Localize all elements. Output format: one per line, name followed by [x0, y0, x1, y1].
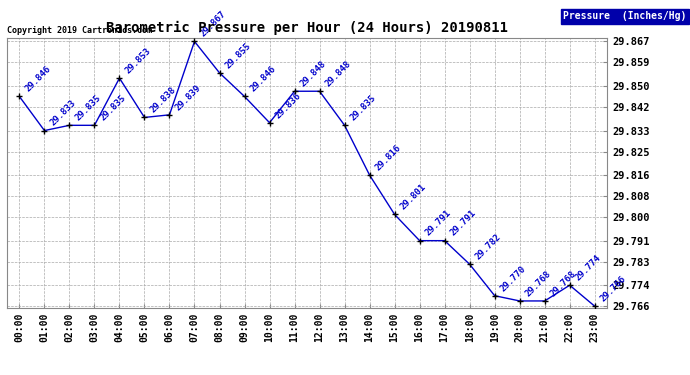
Text: 29.853: 29.853 — [124, 46, 152, 75]
Text: 29.774: 29.774 — [574, 253, 603, 282]
Text: 29.839: 29.839 — [174, 83, 203, 112]
Text: 29.836: 29.836 — [274, 91, 303, 120]
Text: 29.835: 29.835 — [99, 93, 128, 123]
Text: 29.838: 29.838 — [148, 86, 178, 115]
Text: Copyright 2019 Cartronics.com: Copyright 2019 Cartronics.com — [7, 26, 152, 35]
Text: 29.768: 29.768 — [549, 269, 578, 298]
Text: 29.833: 29.833 — [48, 99, 78, 128]
Text: 29.855: 29.855 — [224, 41, 253, 70]
Text: 29.867: 29.867 — [199, 9, 228, 39]
Text: 29.848: 29.848 — [299, 59, 328, 88]
Text: 29.801: 29.801 — [399, 183, 428, 212]
Text: 29.846: 29.846 — [23, 64, 52, 94]
Text: 29.848: 29.848 — [324, 59, 353, 88]
Text: Pressure  (Inches/Hg): Pressure (Inches/Hg) — [563, 11, 687, 21]
Text: 29.782: 29.782 — [474, 232, 503, 261]
Text: 29.835: 29.835 — [74, 93, 103, 123]
Text: 29.816: 29.816 — [374, 143, 403, 172]
Title: Barometric Pressure per Hour (24 Hours) 20190811: Barometric Pressure per Hour (24 Hours) … — [106, 21, 508, 35]
Text: 29.766: 29.766 — [599, 274, 628, 303]
Text: 29.835: 29.835 — [348, 93, 378, 123]
Text: 29.846: 29.846 — [248, 64, 278, 94]
Text: 29.791: 29.791 — [424, 209, 453, 238]
Text: 29.770: 29.770 — [499, 264, 528, 293]
Text: 29.768: 29.768 — [524, 269, 553, 298]
Text: 29.791: 29.791 — [448, 209, 478, 238]
